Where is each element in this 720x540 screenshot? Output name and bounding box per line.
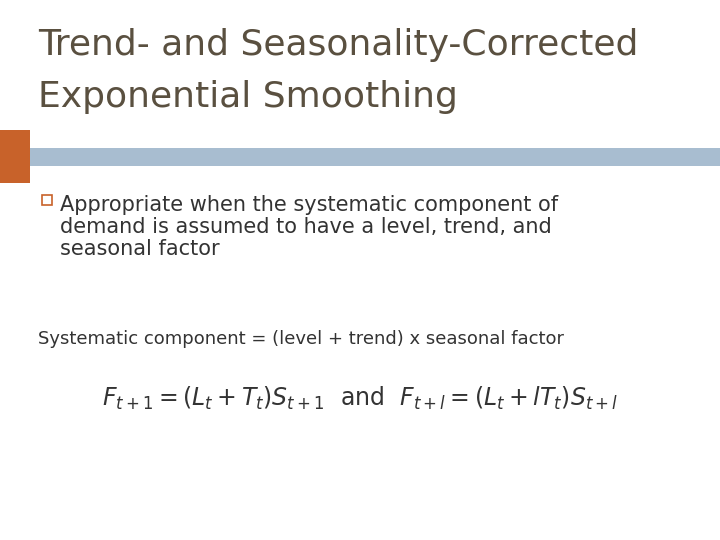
Text: Systematic component = (level + trend) x seasonal factor: Systematic component = (level + trend) x… <box>38 330 564 348</box>
Text: seasonal factor: seasonal factor <box>60 239 220 259</box>
Bar <box>0 148 720 166</box>
Text: $F_{t+1} = (L_t + T_t)S_{t+1}$  and  $F_{t+l} = (L_t + lT_t)S_{t+l}$: $F_{t+1} = (L_t + T_t)S_{t+1}$ and $F_{t… <box>102 385 618 412</box>
Bar <box>0 130 30 183</box>
Text: Exponential Smoothing: Exponential Smoothing <box>38 80 458 114</box>
Bar <box>42 195 52 205</box>
Text: demand is assumed to have a level, trend, and: demand is assumed to have a level, trend… <box>60 217 552 237</box>
Text: Appropriate when the systematic component of: Appropriate when the systematic componen… <box>60 195 558 215</box>
Text: Trend- and Seasonality-Corrected: Trend- and Seasonality-Corrected <box>38 28 639 62</box>
